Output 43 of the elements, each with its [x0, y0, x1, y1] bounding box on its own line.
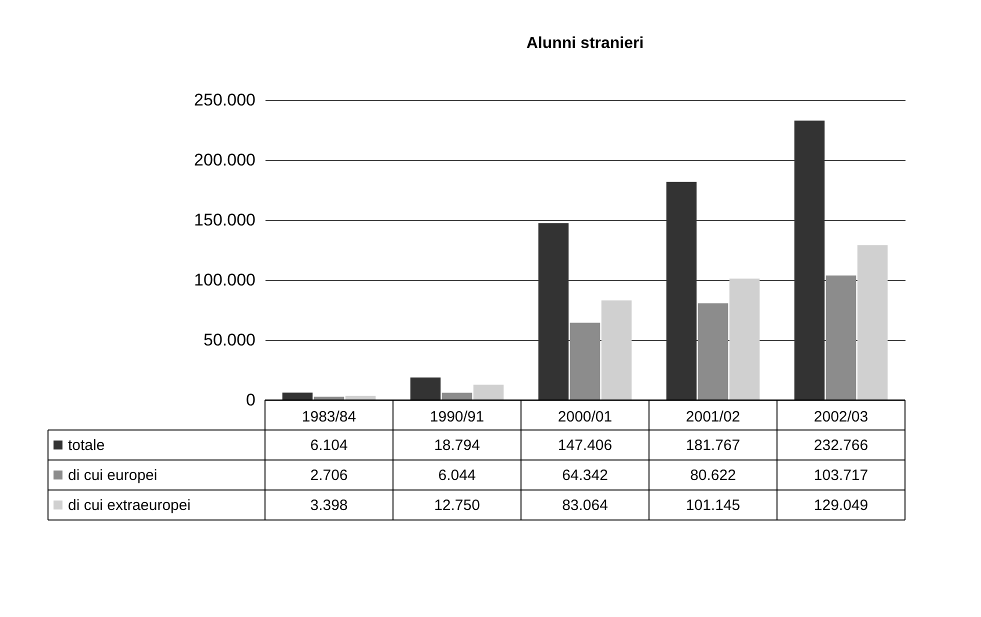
y-tick-label: 200.000 [194, 150, 256, 170]
bar [473, 384, 504, 400]
x-tick-label: 1990/91 [430, 408, 484, 426]
bar [410, 377, 441, 400]
data-label: 2.706 [310, 467, 348, 484]
data-label: 101.145 [686, 497, 740, 514]
legend-label: di cui europei [68, 467, 158, 484]
chart-title: Alunni stranieri [526, 35, 644, 52]
bar [729, 278, 760, 400]
bar [570, 322, 600, 400]
x-tick-label: 2000/01 [558, 408, 612, 426]
bar [442, 392, 472, 400]
data-label: 6.044 [438, 467, 476, 484]
bar [857, 245, 888, 400]
bar [538, 223, 569, 400]
data-label: 232.766 [814, 437, 868, 454]
data-label: 80.622 [690, 467, 736, 484]
y-tick-label: 100.000 [194, 270, 256, 290]
data-label: 83.064 [562, 497, 608, 514]
data-label: 6.104 [310, 437, 348, 454]
data-label: 147.406 [558, 437, 612, 454]
bar [826, 276, 856, 400]
data-label: 129.049 [814, 497, 868, 514]
legend-label: totale [68, 437, 105, 454]
data-label: 3.398 [310, 497, 348, 514]
x-tick-label: 1983/84 [302, 408, 356, 426]
y-tick-label: 250.000 [194, 90, 256, 110]
x-tick-label: 2001/02 [686, 408, 740, 426]
data-label: 18.794 [434, 437, 480, 454]
x-tick-label: 2002/03 [814, 408, 868, 426]
data-label: 181.767 [686, 437, 740, 454]
bar [282, 392, 313, 400]
bar [698, 303, 728, 400]
bar [601, 300, 632, 400]
bar [794, 120, 825, 400]
data-label: 103.717 [814, 467, 868, 484]
y-tick-label: 150.000 [194, 210, 256, 230]
bar [666, 182, 697, 400]
y-tick-label: 0 [246, 390, 256, 410]
legend-label: di cui extraeuropei [68, 497, 191, 514]
y-tick-label: 50.000 [204, 330, 256, 350]
data-label: 64.342 [562, 467, 608, 484]
data-label: 12.750 [434, 497, 480, 514]
